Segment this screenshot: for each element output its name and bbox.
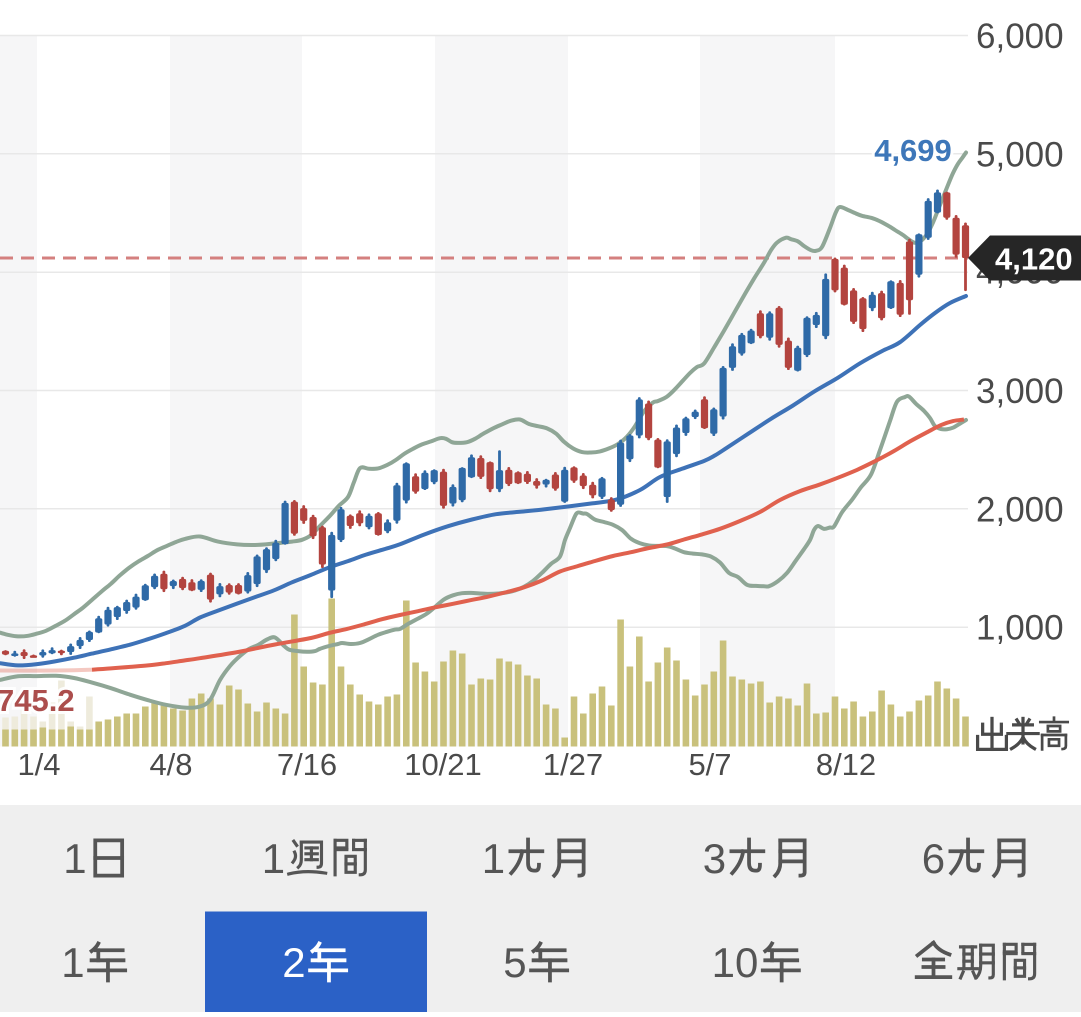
- svg-text:5/7: 5/7: [688, 747, 731, 782]
- svg-text:1,000: 1,000: [976, 609, 1064, 648]
- svg-text:3,000: 3,000: [976, 372, 1064, 411]
- svg-text:1: 1: [63, 835, 86, 882]
- svg-text:7/16: 7/16: [277, 747, 337, 782]
- svg-text:1/27: 1/27: [543, 747, 603, 782]
- svg-text:1/4: 1/4: [17, 747, 60, 782]
- svg-text:8/12: 8/12: [816, 747, 876, 782]
- svg-text:6: 6: [922, 835, 945, 882]
- svg-text:2,000: 2,000: [976, 490, 1064, 529]
- svg-text:6,000: 6,000: [976, 17, 1064, 56]
- svg-text:1: 1: [61, 939, 84, 986]
- svg-text:3: 3: [703, 835, 726, 882]
- svg-text:5: 5: [503, 939, 526, 986]
- svg-text:745.2: 745.2: [0, 683, 75, 718]
- svg-text:1: 1: [262, 835, 285, 882]
- svg-text:2: 2: [282, 939, 305, 986]
- svg-text:4/8: 4/8: [149, 747, 192, 782]
- svg-text:5,000: 5,000: [976, 135, 1064, 174]
- svg-text:1: 1: [482, 835, 505, 882]
- svg-text:10: 10: [712, 939, 759, 986]
- svg-text:10/21: 10/21: [404, 747, 482, 782]
- svg-text:4,699: 4,699: [874, 133, 952, 168]
- svg-text:4,120: 4,120: [995, 242, 1073, 277]
